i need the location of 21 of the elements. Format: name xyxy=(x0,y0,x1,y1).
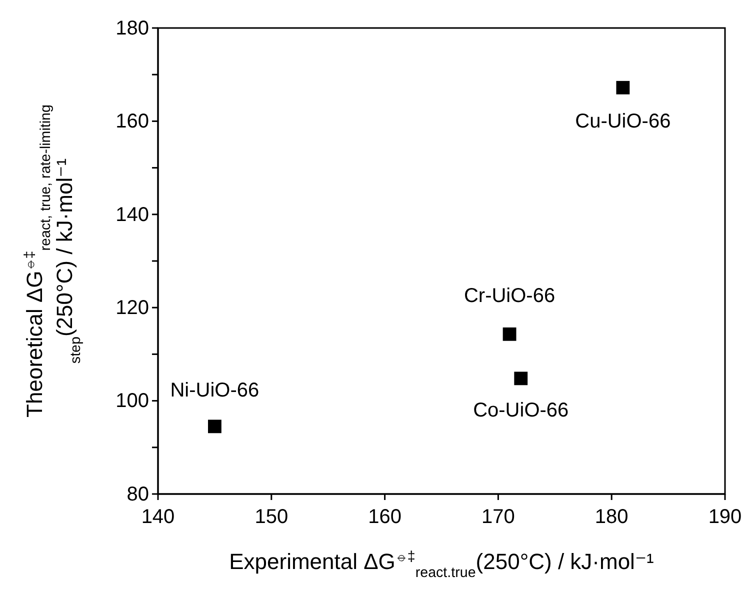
point xyxy=(616,80,630,94)
y-tick-label: 120 xyxy=(116,297,149,319)
x-tick-label: 170 xyxy=(482,506,515,528)
annotation: Cr-UiO-66 xyxy=(464,285,556,308)
y-tick-label: 80 xyxy=(126,483,149,506)
annotation: Co-UiO-66 xyxy=(473,399,569,422)
x-tick-label: 160 xyxy=(368,506,402,528)
x-tick-label: 180 xyxy=(594,506,628,528)
annotation: Cu-UiO-66 xyxy=(575,110,671,133)
point xyxy=(502,327,516,341)
y-tick-label: 100 xyxy=(116,390,149,412)
y-tick-label: 140 xyxy=(116,204,149,226)
annotation: Ni-UiO-66 xyxy=(170,379,260,402)
x-axis-title: Experimental ΔG$^{⦵‡}$$_{react.true}$(250°C) / kJ·mol⁻¹ xyxy=(229,549,654,581)
point xyxy=(514,372,528,386)
x-tick-label: 150 xyxy=(254,506,288,528)
y-tick-label: 180 xyxy=(116,17,149,40)
point xyxy=(208,420,222,434)
x-tick-label: 140 xyxy=(141,506,175,528)
x-tick-label: 190 xyxy=(708,506,742,528)
y-tick-label: 160 xyxy=(116,110,149,133)
